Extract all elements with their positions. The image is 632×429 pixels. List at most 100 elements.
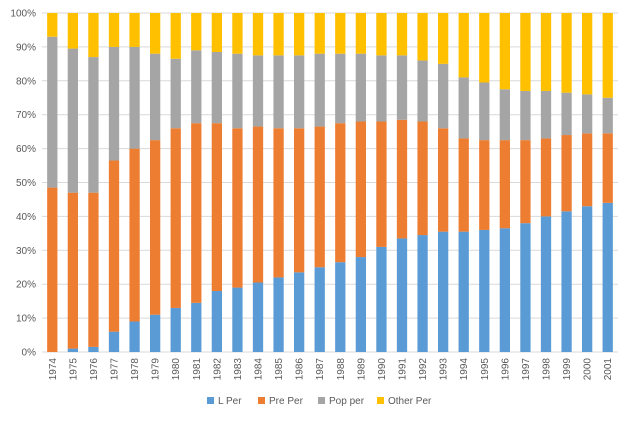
bar-segment-l-per [170,307,181,352]
bar-segment-l-per [582,206,593,352]
bar-segment-pre-per [150,140,161,315]
bar-segment-l-per [396,238,408,352]
bar-segment-l-per [211,290,222,352]
bar-segment-l-per [520,223,531,352]
legend-swatch [258,397,265,404]
x-tick-label: 1997 [521,358,532,381]
bar-segment-pre-per [191,123,202,303]
bar-segment-pop-per [150,53,161,141]
bar-segment-pop-per [540,90,552,139]
x-tick-label: 1976 [89,358,100,381]
bar-segment-other-per [191,13,202,51]
bar-segment-pre-per [170,128,181,308]
x-tick-label: 1979 [151,358,162,381]
bar-segment-other-per [129,13,140,47]
bar-segment-other-per [376,13,387,56]
bar-segment-pop-per [582,94,593,134]
bar-segment-pop-per [47,36,58,188]
bar-segment-pop-per [499,89,510,141]
legend: L Per Pre Per Pop per Other Per [207,396,432,407]
bar-segment-pop-per [108,46,120,161]
bar-segment-other-per [540,13,552,91]
y-tick-label: 70% [16,110,36,121]
bar-segment-pre-per [438,128,449,232]
gridlines [42,12,618,353]
bar-segment-l-per [479,229,490,352]
bar-segment-l-per [150,314,161,352]
bar-segment-pop-per [417,60,428,122]
bar-segment-other-per [88,13,99,58]
bar-segment-pop-per [88,57,99,193]
x-tick-label: 1982 [212,358,223,381]
bar-segment-pop-per [479,82,490,141]
bar-segment-pop-per [561,92,572,136]
bar-segment-l-per [602,202,613,352]
y-tick-label: 10% [16,314,36,325]
bar-segment-l-per [129,321,140,352]
y-axis-ticks: 0% 10% 20% 30% 40% 50% 60% 70% 80% 90% 100% [10,9,36,359]
x-tick-label: 1996 [500,358,511,381]
bar-segment-other-per [150,13,161,54]
bar-segment-other-per [479,13,490,83]
bar-segment-pre-per [355,121,366,258]
y-tick-label: 60% [16,144,36,155]
bar-segment-pop-per [273,55,284,129]
x-tick-label: 1989 [356,358,367,381]
bar-segment-pre-per [582,133,593,207]
bar-segment-l-per [108,331,120,352]
bar-segment-l-per [88,346,99,352]
bar-segment-pre-per [520,140,531,224]
bars [47,13,613,352]
bar-segment-l-per [499,228,510,352]
bar-segment-pop-per [252,55,264,127]
y-tick-label: 30% [16,246,36,257]
y-tick-label: 90% [16,42,36,53]
bar-segment-pop-per [520,90,531,141]
bar-segment-pre-per [376,121,387,247]
bar-segment-pre-per [129,148,140,322]
bar-segment-l-per [67,348,78,352]
x-tick-label: 1993 [439,358,450,381]
bar-segment-pre-per [335,123,346,263]
bar-segment-pre-per [252,126,264,283]
bar-segment-pre-per [540,138,552,217]
x-tick-label: 1998 [542,358,553,381]
bar-segment-l-per [417,235,428,352]
bar-segment-pop-per [191,50,202,124]
bar-segment-other-per [417,13,428,61]
bar-segment-l-per [294,272,305,352]
bar-segment-other-per [438,13,449,64]
x-tick-label: 1980 [171,358,182,381]
bar-segment-pop-per [232,53,243,129]
bar-segment-l-per [314,267,325,352]
bar-segment-l-per [438,231,449,352]
legend-swatch [377,397,384,404]
x-tick-label: 1975 [68,358,79,381]
bar-segment-pre-per [314,126,325,268]
y-tick-label: 50% [16,178,36,189]
x-tick-label: 1991 [398,358,409,381]
bar-segment-pop-per [458,77,469,139]
bar-segment-pre-per [499,140,510,229]
legend-swatch [318,397,325,404]
y-tick-label: 20% [16,280,36,291]
bar-segment-pop-per [396,55,408,120]
bar-segment-l-per [335,262,346,352]
bar-segment-other-per [273,13,284,56]
bar-segment-pop-per [335,53,346,124]
x-tick-label: 1984 [254,358,265,381]
bar-segment-other-per [396,13,408,56]
bar-segment-pre-per [108,160,120,332]
bar-segment-pop-per [355,53,366,122]
bar-segment-pop-per [314,53,325,127]
bar-segment-pop-per [211,51,222,124]
bar-segment-other-per [252,13,264,56]
bar-segment-pre-per [211,123,222,291]
bar-segment-pre-per [396,119,408,239]
x-tick-label: 1988 [336,358,347,381]
bar-segment-pre-per [67,192,78,349]
y-tick-label: 0% [22,348,37,359]
x-tick-label: 1995 [480,358,491,381]
legend-label: Pop per [329,396,365,407]
